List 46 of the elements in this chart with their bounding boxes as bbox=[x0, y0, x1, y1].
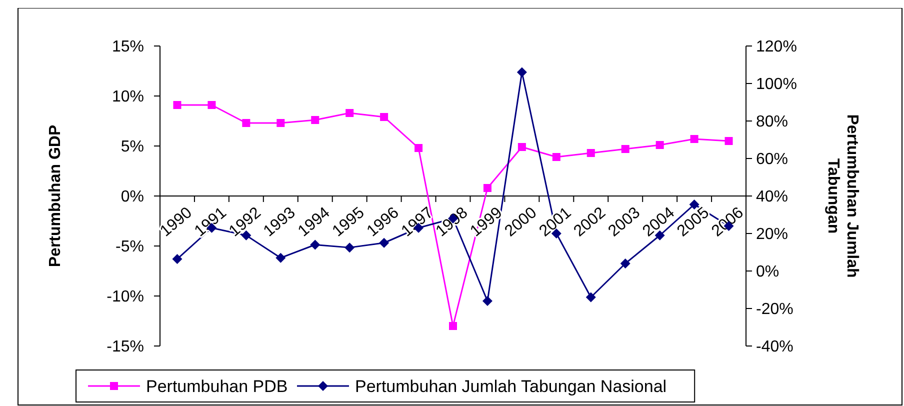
point bbox=[656, 141, 664, 149]
point bbox=[173, 101, 182, 109]
legend-label: Pertumbuhan PDB bbox=[146, 376, 288, 396]
y2-tick-label: 40% bbox=[756, 188, 788, 206]
point bbox=[516, 67, 527, 78]
point bbox=[172, 254, 182, 264]
point bbox=[552, 153, 560, 161]
point bbox=[483, 184, 492, 192]
y-tick-label: 0% bbox=[120, 188, 144, 206]
point bbox=[242, 119, 250, 127]
y-tick-label: 10% bbox=[112, 88, 144, 106]
point bbox=[344, 242, 355, 253]
point bbox=[379, 238, 390, 248]
point bbox=[620, 258, 630, 268]
y2-tick-label: -40% bbox=[756, 338, 794, 356]
point bbox=[621, 145, 630, 153]
y2-tick-label: 0% bbox=[756, 264, 780, 281]
point bbox=[414, 144, 423, 152]
y2-tick-label: 100% bbox=[756, 76, 797, 94]
point bbox=[482, 296, 492, 306]
point bbox=[208, 101, 216, 109]
y-tick-label: -10% bbox=[106, 288, 144, 306]
y-tick-label: -15% bbox=[106, 338, 144, 356]
point bbox=[586, 149, 595, 157]
point bbox=[518, 143, 526, 151]
point bbox=[311, 116, 320, 124]
point bbox=[380, 113, 388, 121]
point bbox=[276, 119, 285, 127]
y2-tick-label: 20% bbox=[756, 226, 788, 244]
legend-label: Pertumbuhan Jumlah Tabungan Nasional bbox=[355, 376, 667, 396]
point bbox=[310, 240, 320, 250]
y2-axis-title: Pertumbuhan Jumlah Tabungan bbox=[824, 114, 861, 278]
y2-tick-label: 120% bbox=[756, 38, 797, 56]
y2-tick-label: -20% bbox=[756, 301, 794, 318]
y2-tick-label: 80% bbox=[756, 114, 788, 131]
y-tick-label: 5% bbox=[120, 138, 144, 156]
y-tick-label: -5% bbox=[116, 238, 144, 256]
y-tick-label: 15% bbox=[112, 38, 144, 56]
y2-tick-label: 60% bbox=[756, 151, 788, 168]
point bbox=[449, 322, 457, 330]
point bbox=[586, 292, 596, 302]
point bbox=[724, 137, 733, 145]
point bbox=[276, 252, 286, 263]
y-axis-title: Pertumbuhan GDP bbox=[47, 124, 64, 268]
point bbox=[690, 135, 698, 143]
point bbox=[346, 109, 354, 117]
